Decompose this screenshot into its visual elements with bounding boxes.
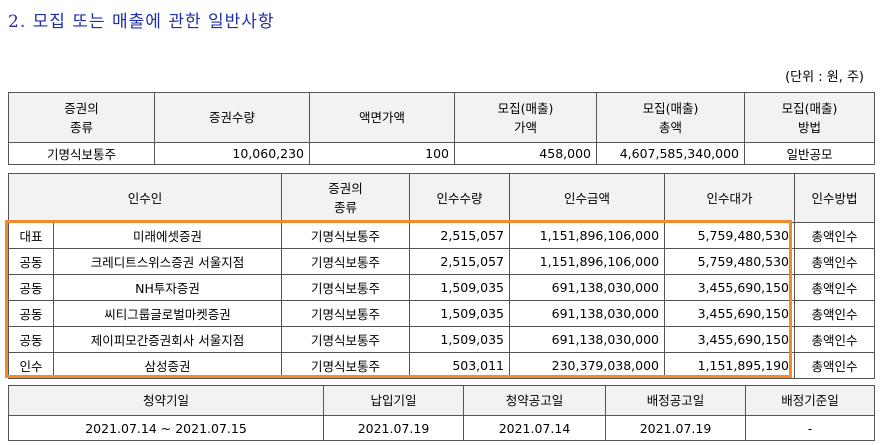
schedule-row: 2021.07.14 ~ 2021.07.15 2021.07.19 2021.…	[8, 415, 875, 441]
cell-role: 인수	[8, 352, 54, 379]
cell-underwrite-qty: 2,515,057	[409, 222, 511, 249]
cell-quantity: 10,060,230	[154, 142, 310, 165]
header-security-type: 증권의 종류	[281, 173, 411, 223]
cell-underwrite-qty: 1,509,035	[409, 274, 511, 301]
table-row: 공동 NH투자증권 기명식보통주 1,509,035 691,138,030,000 3,…	[8, 274, 876, 301]
table-row: 인수 삼성증권 기명식보통주 503,011 230,379,038,000 1,151,…	[8, 352, 876, 379]
header-payment-date: 납입기일	[323, 385, 464, 416]
header-offer-total: 모집(매출) 총액	[596, 92, 745, 143]
cell-underwrite-fee: 1,151,895,190	[664, 352, 796, 379]
table-row: 공동 씨티그룹글로벌마켓증권 기명식보통주 1,509,035 691,138,030,…	[8, 300, 876, 327]
cell-underwriter-name: 크레디트스위스증권 서울지점	[52, 248, 283, 275]
cell-security-type: 기명식보통주	[281, 300, 411, 327]
underwriters-body: 대표 미래에셋증권 기명식보통주 2,515,057 1,151,896,106,000…	[8, 222, 876, 379]
cell-subscription-date: 2021.07.14 ~ 2021.07.15	[8, 415, 324, 441]
cell-underwrite-method: 총액인수	[794, 326, 876, 353]
cell-underwriter-name: 삼성증권	[52, 352, 283, 379]
cell-underwrite-amount: 230,379,038,000	[509, 352, 666, 379]
cell-offer-method: 일반공모	[744, 142, 875, 165]
cell-underwrite-amount: 691,138,030,000	[509, 326, 666, 353]
header-security-type: 증권의 종류	[8, 92, 155, 143]
unit-label: (단위 : 원, 주)	[785, 70, 864, 85]
cell-security-type: 기명식보통주	[281, 274, 411, 301]
cell-underwrite-amount: 1,151,896,106,000	[509, 248, 666, 275]
cell-underwrite-amount: 691,138,030,000	[509, 274, 666, 301]
cell-security-type: 기명식보통주	[281, 248, 411, 275]
securities-table: 증권의 종류 증권수량 액면가액 모집(매출) 가액 모집(매출) 총액 모집(…	[8, 92, 875, 165]
table-row: 공동 제이피모간증권회사 서울지점 기명식보통주 1,509,035 691,138,0…	[8, 326, 876, 353]
cell-underwrite-method: 총액인수	[794, 222, 876, 249]
cell-allocation-notice-date: 2021.07.19	[605, 415, 746, 441]
section-title: 2. 모집 또는 매출에 관한 일반사항	[8, 12, 275, 32]
cell-underwrite-qty: 1,509,035	[409, 326, 511, 353]
cell-underwrite-method: 총액인수	[794, 352, 876, 379]
schedule-header-row: 청약기일 납입기일 청약공고일 배정공고일 배정기준일	[8, 385, 875, 416]
cell-underwrite-qty: 503,011	[409, 352, 511, 379]
cell-underwrite-method: 총액인수	[794, 248, 876, 275]
cell-security-type: 기명식보통주	[281, 222, 411, 249]
securities-header-row: 증권의 종류 증권수량 액면가액 모집(매출) 가액 모집(매출) 총액 모집(…	[8, 92, 875, 143]
table-row: 공동 크레디트스위스증권 서울지점 기명식보통주 2,515,057 1,151,896…	[8, 248, 876, 275]
cell-allocation-base-date: -	[745, 415, 875, 441]
cell-underwrite-method: 총액인수	[794, 274, 876, 301]
cell-underwrite-fee: 3,455,690,150	[664, 326, 796, 353]
cell-role: 대표	[8, 222, 54, 249]
header-underwriter: 인수인	[7, 173, 283, 223]
cell-security-type: 기명식보통주	[281, 326, 411, 353]
cell-underwrite-amount: 1,151,896,106,000	[509, 222, 666, 249]
header-subscription-notice-date: 청약공고일	[463, 385, 606, 416]
cell-underwrite-method: 총액인수	[794, 300, 876, 327]
table-row: 대표 미래에셋증권 기명식보통주 2,515,057 1,151,896,106,000…	[8, 222, 876, 249]
cell-security-type: 기명식보통주	[281, 352, 411, 379]
schedule-table: 청약기일 납입기일 청약공고일 배정공고일 배정기준일 2021.07.14 ~…	[8, 385, 875, 441]
cell-payment-date: 2021.07.19	[323, 415, 464, 441]
header-offer-price: 모집(매출) 가액	[454, 92, 597, 143]
cell-underwrite-fee: 3,455,690,150	[664, 274, 796, 301]
cell-role: 공동	[8, 274, 54, 301]
cell-role: 공동	[8, 300, 54, 327]
underwriters-header-row: 인수인 증권의 종류 인수수량 인수금액 인수대가 인수방법	[7, 173, 876, 223]
header-offer-method: 모집(매출) 방법	[744, 92, 875, 143]
cell-type: 기명식보통주	[8, 142, 155, 165]
cell-offer-price: 458,000	[454, 142, 597, 165]
cell-underwriter-name: 씨티그룹글로벌마켓증권	[52, 300, 283, 327]
cell-par-value: 100	[309, 142, 455, 165]
header-underwrite-amount: 인수금액	[509, 173, 666, 223]
header-underwrite-method: 인수방법	[794, 173, 876, 223]
cell-underwriter-name: 제이피모간증권회사 서울지점	[52, 326, 283, 353]
header-par-value: 액면가액	[309, 92, 455, 143]
cell-role: 공동	[8, 326, 54, 353]
cell-underwriter-name: NH투자증권	[52, 274, 283, 301]
cell-underwrite-qty: 2,515,057	[409, 248, 511, 275]
cell-underwrite-fee: 5,759,480,530	[664, 222, 796, 249]
cell-underwrite-qty: 1,509,035	[409, 300, 511, 327]
securities-row: 기명식보통주 10,060,230 100 458,000 4,607,585,…	[8, 142, 875, 165]
cell-role: 공동	[8, 248, 54, 275]
cell-underwrite-amount: 691,138,030,000	[509, 300, 666, 327]
cell-underwrite-fee: 3,455,690,150	[664, 300, 796, 327]
header-allocation-base-date: 배정기준일	[745, 385, 875, 416]
header-subscription-date: 청약기일	[8, 385, 324, 416]
header-underwrite-fee: 인수대가	[664, 173, 796, 223]
cell-underwriter-name: 미래에셋증권	[52, 222, 283, 249]
header-underwrite-qty: 인수수량	[409, 173, 511, 223]
cell-underwrite-fee: 5,759,480,530	[664, 248, 796, 275]
header-allocation-notice-date: 배정공고일	[605, 385, 746, 416]
cell-offer-total: 4,607,585,340,000	[596, 142, 745, 165]
header-quantity: 증권수량	[154, 92, 310, 143]
cell-subscription-notice-date: 2021.07.14	[463, 415, 606, 441]
underwriters-table: 인수인 증권의 종류 인수수량 인수금액 인수대가 인수방법 대표 미래에셋증권 기…	[7, 173, 876, 379]
